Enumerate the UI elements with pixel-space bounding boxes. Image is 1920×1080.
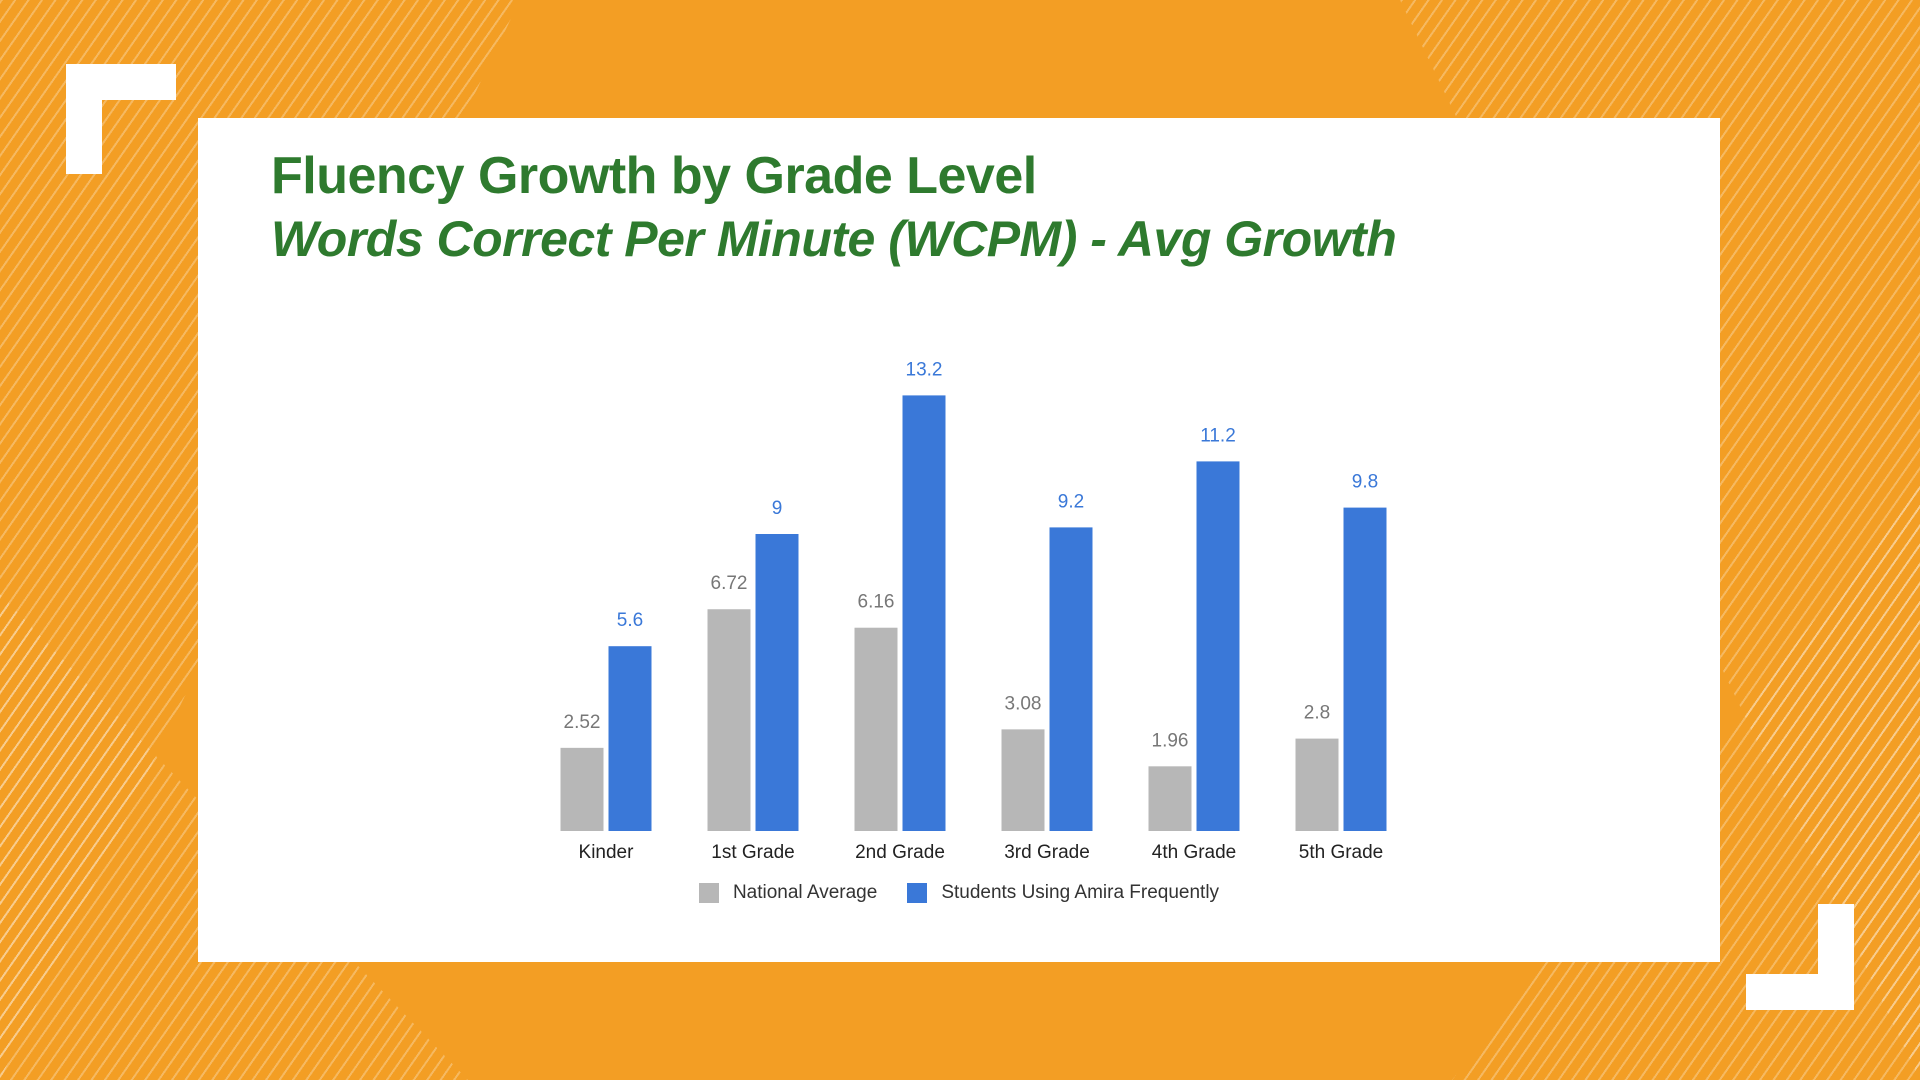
data-label: 9	[772, 498, 783, 519]
x-tick-label: 3rd Grade	[1004, 842, 1090, 863]
legend-swatch-amira	[907, 883, 928, 903]
bar-national-average	[1295, 738, 1339, 831]
bar-amira	[608, 646, 652, 831]
data-label: 6.72	[711, 573, 748, 594]
x-tick-label: 2nd Grade	[855, 842, 945, 863]
data-label: 9.8	[1352, 472, 1378, 493]
data-label: 1.96	[1152, 730, 1189, 751]
bar-amira	[1049, 527, 1093, 831]
x-tick-label: 5th Grade	[1299, 842, 1384, 863]
data-label: 3.08	[1005, 693, 1042, 714]
bar-national-average	[560, 747, 604, 831]
legend-swatch-national	[698, 883, 719, 903]
bar-amira	[1196, 461, 1240, 831]
data-label: 13.2	[906, 359, 943, 380]
bar-amira	[902, 395, 946, 831]
bar-chart: 2.52 5.6 Kinder 6.72 9 1st Grade 6.16 13.2 2nd G…	[560, 359, 1387, 863]
bar-national-average	[1001, 729, 1045, 831]
data-label: 2.8	[1304, 703, 1330, 724]
chart-title: Fluency Growth by Grade Level	[271, 147, 1037, 205]
legend-label: Students Using Amira Frequently	[941, 882, 1220, 903]
bar-national-average	[854, 627, 898, 831]
legend-item-amira: Students Using Amira Frequently	[907, 882, 1219, 904]
data-label: 9.2	[1058, 491, 1084, 512]
legend-item-national: National Average	[698, 882, 878, 904]
data-label: 5.6	[617, 610, 643, 631]
data-label: 6.16	[858, 592, 895, 613]
chart-card: Fluency Growth by Grade Level Words Corr…	[198, 118, 1720, 962]
legend: National Average Students Using Amira Fr…	[198, 882, 1720, 904]
x-tick-label: Kinder	[579, 842, 635, 863]
data-label: 2.52	[564, 712, 601, 733]
chart-subtitle: Words Correct Per Minute (WCPM) - Avg Gr…	[271, 211, 1397, 267]
legend-label: National Average	[732, 882, 878, 903]
x-tick-label: 4th Grade	[1152, 842, 1237, 863]
bar-amira	[1343, 507, 1387, 831]
data-label: 11.2	[1200, 425, 1236, 446]
bar-national-average	[1148, 766, 1192, 831]
bar-amira	[755, 534, 799, 831]
x-tick-label: 1st Grade	[711, 842, 794, 863]
bar-national-average	[707, 609, 751, 831]
